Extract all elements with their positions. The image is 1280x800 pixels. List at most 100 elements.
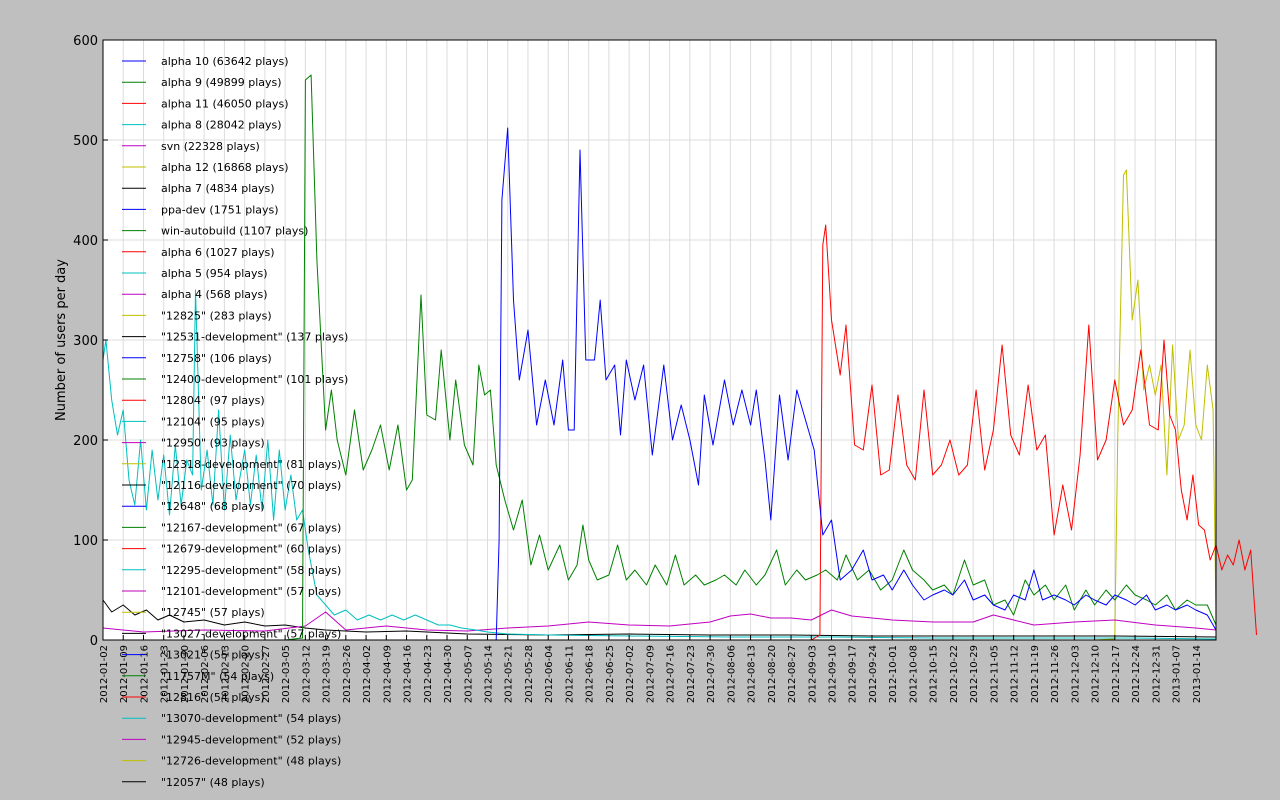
x-tick-label: 2012-03-26 [342, 645, 353, 703]
legend-label: alpha 4 (568 plays) [161, 288, 268, 301]
legend-label: ppa-dev (1751 plays) [161, 203, 279, 216]
x-tick-label: 2012-09-17 [848, 645, 859, 703]
x-tick-label: 2012-10-22 [949, 645, 960, 703]
legend-label: alpha 7 (4834 plays) [161, 182, 275, 195]
x-tick-label: 2012-04-23 [423, 645, 434, 703]
x-tick-label: 2012-10-29 [969, 645, 980, 703]
y-tick-label: 0 [90, 634, 98, 649]
legend-label: alpha 12 (16868 plays) [161, 161, 289, 174]
x-tick-label: 2012-05-14 [483, 645, 494, 703]
series-lines [102, 74, 1257, 641]
y-axis-label: Number of users per day [54, 259, 69, 421]
legend-label: "12057" (48 plays) [161, 776, 265, 789]
y-tick-label: 400 [73, 234, 98, 249]
legend-label: "12816" (54 plays) [161, 691, 265, 704]
legend-label: "12945-development" (52 plays) [161, 733, 341, 746]
x-tick-label: 2012-02-20 [241, 645, 252, 703]
y-axis: 0 100 200 300 400 500 600 [73, 34, 108, 649]
legend-label: "13021" (55 plays) [161, 649, 265, 662]
x-tick-label: 2012-01-30 [180, 645, 191, 703]
legend-label: "12758" (106 plays) [161, 352, 272, 365]
x-tick-label: 2012-08-13 [747, 645, 758, 703]
x-tick-label: 2012-08-27 [787, 645, 798, 703]
legend-label: "13070-development" (54 plays) [161, 712, 341, 725]
x-tick-label: 2012-01-02 [99, 645, 110, 703]
legend-label: "11757M" (54 plays) [161, 670, 274, 683]
legend-label: win-autobuild (1107 plays) [161, 225, 308, 238]
legend-label: alpha 6 (1027 plays) [161, 246, 275, 259]
legend-label: "12116-development" (70 plays) [161, 479, 341, 492]
x-tick-label: 2012-10-15 [929, 645, 940, 703]
x-tick-label: 2012-11-19 [1030, 645, 1041, 703]
legend-label: "12804" (97 plays) [161, 394, 265, 407]
x-tick-label: 2013-01-07 [1172, 645, 1183, 703]
y-tick-label: 100 [73, 534, 98, 549]
x-tick-label: 2012-10-01 [888, 645, 899, 703]
x-tick-label: 2012-12-31 [1151, 645, 1162, 703]
x-tick-label: 2012-12-24 [1131, 645, 1142, 703]
legend-label: "12648" (68 plays) [161, 500, 265, 513]
legend-label: "12400-development" (101 plays) [161, 373, 348, 386]
x-tick-label: 2012-01-23 [160, 645, 171, 703]
legend-label: "12295-development" (58 plays) [161, 564, 341, 577]
x-tick-label: 2012-12-03 [1070, 645, 1081, 703]
x-tick-label: 2012-07-30 [706, 645, 717, 703]
legend-label: alpha 9 (49899 plays) [161, 76, 282, 89]
legend-label: svn (22328 plays) [161, 140, 260, 153]
x-tick-label: 2012-11-05 [989, 645, 1000, 703]
x-tick-label: 2012-11-26 [1050, 645, 1061, 703]
x-tick-label: 2012-07-02 [625, 645, 636, 703]
x-tick-label: 2012-08-06 [726, 645, 737, 703]
x-tick-label: 2012-05-21 [504, 645, 515, 703]
x-tick-label: 2012-07-09 [645, 645, 656, 703]
x-axis: 2012-01-02 2012-01-09 2012-01-16 2012-01-23… [99, 635, 1203, 703]
series-line [102, 599, 1217, 638]
x-tick-label: 2012-06-11 [564, 645, 575, 703]
legend-label: "12679-development" (60 plays) [161, 543, 341, 556]
legend-label: alpha 8 (28042 plays) [161, 119, 282, 132]
x-tick-label: 2012-12-17 [1111, 645, 1122, 703]
series-line [285, 74, 1217, 641]
x-tick-label: 2012-08-20 [767, 645, 778, 703]
series-line [791, 224, 1257, 641]
series-line [102, 289, 1217, 640]
x-tick-label: 2012-05-28 [524, 645, 535, 703]
x-tick-label: 2012-03-12 [301, 645, 312, 703]
series-line [102, 609, 1217, 633]
legend: alpha 10 (63642 plays) alpha 9 (49899 pla… [122, 55, 348, 789]
legend-label: "12318-development" (81 plays) [161, 458, 341, 471]
y-tick-label: 600 [73, 34, 98, 49]
y-tick-label: 200 [73, 434, 98, 449]
y-tick-label: 500 [73, 134, 98, 149]
x-tick-label: 2013-01-14 [1192, 645, 1203, 703]
legend-label: "12726-development" (48 plays) [161, 755, 341, 768]
x-tick-label: 2012-03-05 [281, 645, 292, 703]
legend-label: alpha 11 (46050 plays) [161, 97, 289, 110]
series-line [487, 127, 1217, 641]
x-tick-label: 2012-09-03 [807, 645, 818, 703]
x-tick-label: 2012-06-18 [585, 645, 596, 703]
x-tick-label: 2012-11-12 [1010, 645, 1021, 703]
legend-label: "13027-development" (57 plays) [161, 627, 341, 640]
legend-label: "12101-development" (57 plays) [161, 585, 341, 598]
x-tick-label: 2012-04-16 [403, 645, 414, 703]
legend-label: "12167-development" (67 plays) [161, 521, 341, 534]
y-tick-label: 300 [73, 334, 98, 349]
x-tick-label: 2012-09-24 [868, 645, 879, 703]
x-tick-label: 2012-07-23 [686, 645, 697, 703]
x-tick-label: 2012-02-13 [220, 645, 231, 703]
x-tick-label: 2012-04-02 [362, 645, 373, 703]
legend-label: "12825" (283 plays) [161, 309, 272, 322]
x-tick-label: 2012-10-08 [908, 645, 919, 703]
x-tick-label: 2012-09-10 [828, 645, 839, 703]
legend-label: "12950" (93 plays) [161, 437, 265, 450]
legend-label: "12104" (95 plays) [161, 415, 265, 428]
x-tick-label: 2012-07-16 [666, 645, 677, 703]
x-tick-label: 2012-03-19 [322, 645, 333, 703]
x-tick-label: 2012-06-04 [544, 645, 555, 703]
legend-label: "12531-development" (137 plays) [161, 331, 348, 344]
x-tick-label: 2012-04-30 [443, 645, 454, 703]
x-tick-label: 2012-01-09 [119, 645, 130, 703]
legend-label: alpha 5 (954 plays) [161, 267, 268, 280]
